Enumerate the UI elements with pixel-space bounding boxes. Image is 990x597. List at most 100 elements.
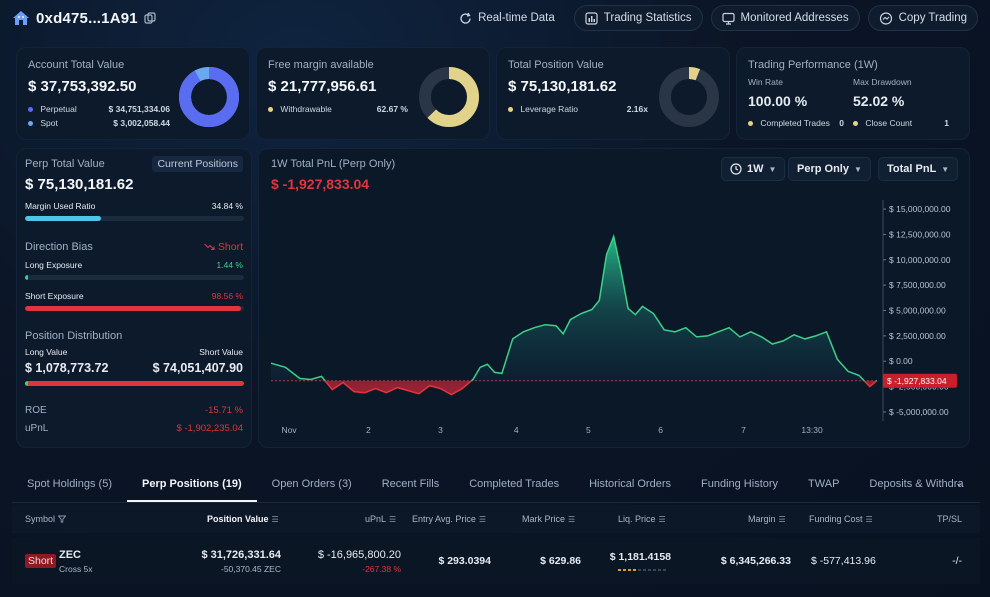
account-donut-perp bbox=[179, 67, 239, 127]
y-tick-label: $ 10,000,000.00 bbox=[889, 255, 951, 265]
copy-trading-icon bbox=[879, 11, 892, 25]
trading-statistics-label: Trading Statistics bbox=[603, 12, 692, 24]
tpsl-value[interactable]: -/- bbox=[952, 555, 962, 567]
tab-item[interactable]: Perp Positions (19) bbox=[127, 466, 257, 502]
leverage-value: 2.16x bbox=[626, 104, 648, 114]
realtime-data-button[interactable]: Real-time Data bbox=[448, 5, 566, 31]
tab-item[interactable]: Completed Trades bbox=[469, 478, 560, 490]
liq-risk-indicator bbox=[618, 569, 666, 571]
current-positions-tag[interactable]: Current Positions bbox=[152, 156, 243, 172]
long-exposure-label: Long Exposure bbox=[25, 260, 83, 270]
col-tpsl: TP/SL bbox=[937, 514, 962, 524]
risk-dot bbox=[663, 569, 666, 571]
monitor-icon bbox=[721, 12, 735, 25]
col-entry-label: Entry Avg. Price bbox=[412, 514, 476, 524]
chart-bar-icon bbox=[585, 11, 598, 25]
account-total-label: Account Total Value bbox=[28, 59, 125, 71]
short-exposure-bar bbox=[25, 306, 244, 311]
risk-dot bbox=[633, 569, 636, 571]
margin-amount: $ 6,345,266.33 bbox=[720, 555, 791, 567]
col-entry[interactable]: Entry Avg. Price ☰ bbox=[412, 514, 486, 524]
chart-x-axis: Nov 2 3 4 5 6 7 13:30 bbox=[281, 425, 823, 435]
col-liq[interactable]: Liq. Price ☰ bbox=[618, 514, 666, 524]
leverage-row: Leverage Ratio 2.16x bbox=[508, 104, 648, 114]
long-exposure-bar bbox=[25, 275, 244, 280]
metric-value: Total PnL bbox=[887, 163, 937, 175]
header-actions: Real-time Data Trading Statistics Monito… bbox=[448, 5, 978, 31]
long-value: $ 1,078,773.72 bbox=[25, 361, 109, 375]
chart-title: 1W Total PnL (Perp Only) bbox=[271, 158, 396, 170]
chevron-down-icon: ▼ bbox=[853, 164, 862, 174]
perpetual-value: $ 34,751,334.06 bbox=[108, 104, 170, 114]
symbol-name[interactable]: ZEC bbox=[59, 549, 81, 561]
x-tick-label: 2 bbox=[366, 425, 371, 435]
free-margin-value: $ 21,777,956.61 bbox=[268, 78, 377, 95]
col-position-value[interactable]: Position Value ☰ bbox=[207, 514, 279, 524]
period-dropdown[interactable]: 1W ▼ bbox=[721, 157, 786, 181]
bottom-tabs: Spot Holdings (5) Perp Positions (19) Open… bbox=[12, 466, 980, 502]
y-tick-label: $ 0.00 bbox=[889, 356, 913, 366]
tab-item[interactable]: Recent Fills bbox=[381, 478, 440, 490]
sort-icon: ☰ bbox=[658, 514, 666, 524]
roe-label: ROE bbox=[25, 405, 47, 416]
tab-item[interactable]: Funding History bbox=[701, 478, 779, 490]
home-icon bbox=[13, 11, 29, 25]
risk-dot bbox=[638, 569, 641, 571]
copy-trading-label: Copy Trading bbox=[898, 12, 967, 24]
account-total-card: Account Total Value $ 37,753,392.50 Perp… bbox=[16, 47, 250, 140]
free-margin-label: Free margin available bbox=[268, 59, 374, 71]
completed-trades-value: 0 bbox=[839, 118, 844, 128]
sort-icon: ☰ bbox=[865, 514, 873, 524]
copy-trading-button[interactable]: Copy Trading bbox=[867, 5, 978, 31]
distribution-long-fill bbox=[25, 381, 29, 386]
col-upnl[interactable]: uPnL ☰ bbox=[365, 514, 396, 524]
realtime-data-label: Real-time Data bbox=[478, 12, 555, 24]
col-funding[interactable]: Funding Cost ☰ bbox=[809, 514, 873, 524]
y-tick-label: $ 12,500,000.00 bbox=[889, 229, 951, 239]
tab-item[interactable]: Open Orders (3) bbox=[271, 478, 352, 490]
risk-dot bbox=[623, 569, 626, 571]
tab-item[interactable]: Deposits & Withdra bbox=[869, 478, 964, 490]
table-row[interactable]: Short ZEC Cross 5x $ 31,726,331.64 -50,3… bbox=[12, 538, 980, 584]
monitored-addresses-button[interactable]: Monitored Addresses bbox=[710, 5, 860, 31]
spot-value: $ 3,002,058.44 bbox=[113, 118, 170, 128]
tab-item[interactable]: TWAP bbox=[808, 478, 840, 490]
perp-total-value: $ 75,130,181.62 bbox=[25, 176, 134, 193]
trend-down-icon bbox=[204, 243, 215, 251]
position-size: -50,370.45 ZEC bbox=[220, 564, 281, 574]
col-funding-label: Funding Cost bbox=[809, 514, 863, 524]
leverage-label: Leverage Ratio bbox=[520, 104, 579, 114]
short-exposure-value: 98.56 % bbox=[211, 291, 243, 301]
short-value-label: Short Value bbox=[199, 347, 243, 357]
scope-dropdown[interactable]: Perp Only ▼ bbox=[788, 157, 871, 181]
col-symbol[interactable]: Symbol bbox=[25, 514, 67, 524]
monitored-addresses-label: Monitored Addresses bbox=[740, 12, 849, 24]
col-margin[interactable]: Margin ☰ bbox=[748, 514, 786, 524]
positions-table-header: Symbol Position Value ☰ uPnL ☰ Entry Avg… bbox=[12, 505, 980, 533]
loss-line bbox=[324, 380, 878, 396]
close-count-label: Close Count bbox=[865, 118, 913, 128]
col-mark[interactable]: Mark Price ☰ bbox=[522, 514, 575, 524]
risk-dot bbox=[628, 569, 631, 571]
trading-statistics-button[interactable]: Trading Statistics bbox=[573, 5, 703, 31]
short-value: $ 74,051,407.90 bbox=[152, 361, 243, 375]
leverage-donut-chart bbox=[659, 67, 719, 127]
tab-item[interactable]: Historical Orders bbox=[589, 478, 671, 490]
upnl-value: $ -1,902,235.04 bbox=[176, 423, 243, 434]
trading-performance-card: Trading Performance (1W) Win Rate 100.00… bbox=[736, 47, 970, 140]
position-value-label: Total Position Value bbox=[508, 59, 604, 71]
funding-cost: $ -577,413.96 bbox=[811, 555, 876, 567]
tabs-more-chevron-icon[interactable]: ⌄ bbox=[955, 478, 964, 489]
tab-item[interactable]: Spot Holdings (5) bbox=[27, 478, 112, 490]
copy-icon[interactable] bbox=[144, 12, 156, 24]
position-value-value: $ 75,130,181.62 bbox=[508, 78, 617, 95]
trading-performance-label: Trading Performance (1W) bbox=[748, 59, 878, 71]
metric-dropdown[interactable]: Total PnL ▼ bbox=[878, 157, 959, 181]
risk-dot bbox=[658, 569, 661, 571]
perpetual-dot bbox=[28, 107, 33, 113]
position-value-card: Total Position Value $ 75,130,181.62 Lev… bbox=[496, 47, 730, 140]
long-value-label: Long Value bbox=[25, 347, 68, 357]
withdrawable-label: Withdrawable bbox=[280, 104, 332, 114]
scope-value: Perp Only bbox=[797, 163, 849, 175]
chart-areas bbox=[270, 233, 878, 396]
